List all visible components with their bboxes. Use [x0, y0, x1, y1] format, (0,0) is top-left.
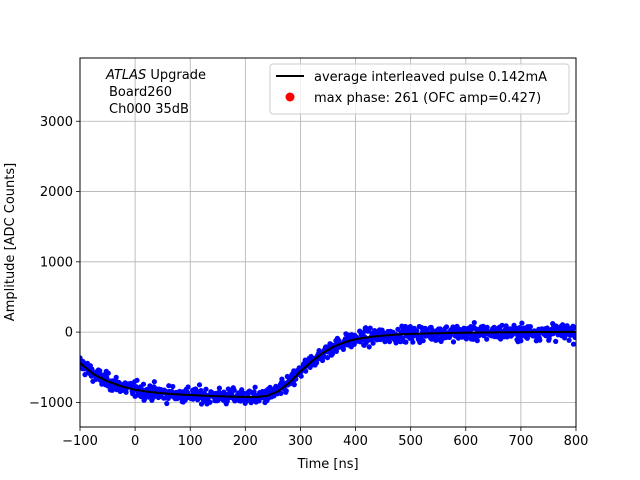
y-tick-label: −1000 [29, 396, 73, 411]
sample-point [527, 324, 534, 330]
sample-point [147, 383, 153, 389]
x-tick-label: 500 [398, 434, 423, 449]
sample-point [340, 346, 346, 352]
sample-point [553, 338, 559, 344]
sample-point [571, 325, 576, 331]
x-tick-label: 300 [288, 434, 313, 449]
x-tick-label: 700 [508, 434, 533, 449]
y-axis-title: Amplitude [ADC Counts] [3, 163, 18, 321]
sample-point [203, 386, 209, 392]
sample-point [252, 384, 258, 390]
sample-point [113, 374, 119, 380]
y-tick-label: 0 [65, 326, 73, 341]
sample-point [414, 328, 420, 334]
x-axis-title: Time [ns] [296, 457, 358, 472]
sample-point [570, 341, 576, 347]
sample-point [324, 355, 331, 361]
sample-point [291, 382, 297, 388]
annotation-atlas: ATLAS [105, 68, 146, 83]
legend-box [269, 63, 570, 115]
plot-frame [79, 57, 577, 428]
sample-point [105, 370, 111, 376]
x-tick-label: 0 [131, 434, 139, 449]
x-tick-label: 200 [233, 434, 258, 449]
sample-point [151, 379, 157, 385]
sample-point [298, 373, 304, 379]
x-tick-label: 800 [564, 434, 589, 449]
sample-point [241, 390, 247, 396]
sample-point [484, 336, 490, 342]
sample-point [370, 340, 376, 346]
annotation-line-1: ATLAS Upgrade [105, 68, 206, 83]
sample-point [471, 320, 477, 326]
sample-point [573, 332, 576, 338]
sample-point [420, 338, 426, 344]
sample-point [386, 339, 393, 345]
annotation-upgrade: Upgrade [146, 68, 206, 83]
sample-point [367, 325, 373, 331]
sample-point [474, 338, 480, 344]
sample-point [207, 399, 213, 405]
sample-point [499, 322, 505, 328]
sample-point [403, 339, 409, 345]
sample-point [464, 334, 470, 340]
atlas-annotation: ATLAS Upgrade Board260 Ch000 35dB [105, 68, 206, 117]
x-tick-label: 400 [343, 434, 368, 449]
legend: average interleaved pulse 0.142mA max ph… [269, 63, 570, 115]
sample-point [410, 339, 416, 345]
legend-entry-max-phase: max phase: 261 (OFC amp=0.427) [314, 91, 541, 106]
sample-point [450, 339, 457, 345]
plot-area [80, 58, 576, 427]
annotation-line-2: Board260 [109, 85, 172, 100]
y-tick-label: 3000 [40, 115, 73, 130]
sample-point [564, 323, 570, 329]
sample-point [484, 324, 490, 330]
x-tick-label: 600 [453, 434, 478, 449]
y-tick-label: 1000 [40, 255, 73, 270]
sample-point [303, 368, 309, 374]
sample-point [518, 338, 524, 344]
sample-point [164, 400, 170, 407]
sample-point [251, 389, 257, 395]
sample-point [278, 390, 284, 396]
y-tick-label: 2000 [40, 185, 73, 200]
sample-point [283, 388, 289, 394]
sample-point [140, 381, 147, 387]
sample-point [566, 337, 572, 343]
sample-point [519, 320, 525, 326]
sample-point [366, 344, 372, 350]
average-pulse-line [80, 330, 576, 399]
sample-point [170, 383, 176, 390]
sample-point [196, 382, 203, 388]
sample-point [185, 389, 191, 396]
y-axis-ticks: −1000 0 1000 2000 3000 [29, 115, 80, 411]
sample-point [166, 383, 172, 389]
sample-point [333, 348, 339, 354]
legend-entry-average: average interleaved pulse 0.142mA [314, 70, 547, 85]
sample-point [123, 389, 129, 395]
sample-point [314, 360, 320, 366]
sample-point [185, 384, 191, 390]
sample-point [537, 337, 543, 343]
sample-point [97, 368, 103, 374]
sample-point [443, 324, 450, 330]
sample-point [395, 326, 401, 332]
annotation-line-3: Ch000 35dB [109, 102, 189, 117]
x-axis-ticks: −100 0 100 200 300 400 500 600 700 800 [62, 427, 588, 449]
sample-point [134, 377, 140, 383]
legend-marker-swatch [285, 92, 295, 102]
x-tick-label: −100 [62, 434, 98, 449]
sample-point [216, 385, 222, 391]
sample-point [231, 387, 237, 393]
x-tick-label: 100 [178, 434, 203, 449]
sample-point [198, 401, 205, 407]
sample-point [360, 330, 366, 336]
